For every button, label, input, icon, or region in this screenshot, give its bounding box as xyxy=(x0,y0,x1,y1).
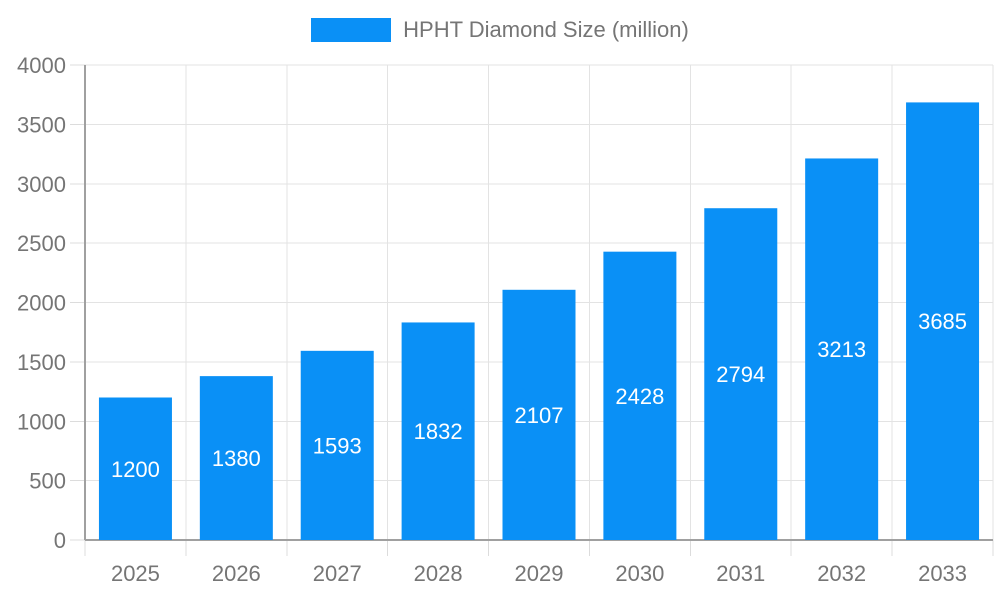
bar-2031[interactable] xyxy=(704,208,778,540)
bar-value-2026: 1380 xyxy=(212,446,261,471)
bar-value-2032: 3213 xyxy=(817,337,866,362)
x-axis-label: 2032 xyxy=(817,561,866,586)
y-axis-label: 500 xyxy=(29,469,66,494)
legend-label: HPHT Diamond Size (million) xyxy=(403,17,689,42)
x-axis-label: 2027 xyxy=(313,561,362,586)
bar-value-2033: 3685 xyxy=(918,309,967,334)
x-axis-label: 2031 xyxy=(716,561,765,586)
bar-value-2031: 2794 xyxy=(716,362,765,387)
bar-2032[interactable] xyxy=(805,158,879,541)
legend-swatch xyxy=(311,18,392,42)
y-axis-label: 1500 xyxy=(17,350,66,375)
bar-value-2028: 1832 xyxy=(414,419,463,444)
x-axis-label: 2029 xyxy=(515,561,564,586)
y-axis-label: 3000 xyxy=(17,172,66,197)
x-axis-label: 2028 xyxy=(414,561,463,586)
bar-2025[interactable] xyxy=(98,397,172,541)
bar-value-2025: 1200 xyxy=(111,457,160,482)
y-axis-label: 0 xyxy=(54,528,66,553)
legend[interactable]: HPHT Diamond Size (million) xyxy=(0,17,1000,43)
bar-value-2030: 2428 xyxy=(615,384,664,409)
bar-2026[interactable] xyxy=(199,376,273,540)
y-axis-label: 3500 xyxy=(17,112,66,137)
x-axis-label: 2026 xyxy=(212,561,261,586)
bar-value-2027: 1593 xyxy=(313,433,362,458)
x-axis-label: 2033 xyxy=(918,561,967,586)
bar-value-2029: 2107 xyxy=(515,403,564,428)
bar-2029[interactable] xyxy=(502,289,576,540)
bar-2030[interactable] xyxy=(603,251,677,541)
bar-2028[interactable] xyxy=(401,322,475,540)
x-axis-label: 2030 xyxy=(615,561,664,586)
y-axis-label: 1000 xyxy=(17,409,66,434)
y-axis-label: 4000 xyxy=(17,53,66,78)
x-axis-label: 2025 xyxy=(111,561,160,586)
bar-2027[interactable] xyxy=(300,350,374,540)
y-axis-label: 2500 xyxy=(17,231,66,256)
y-axis-label: 2000 xyxy=(17,291,66,316)
bar-2033[interactable] xyxy=(906,102,980,540)
